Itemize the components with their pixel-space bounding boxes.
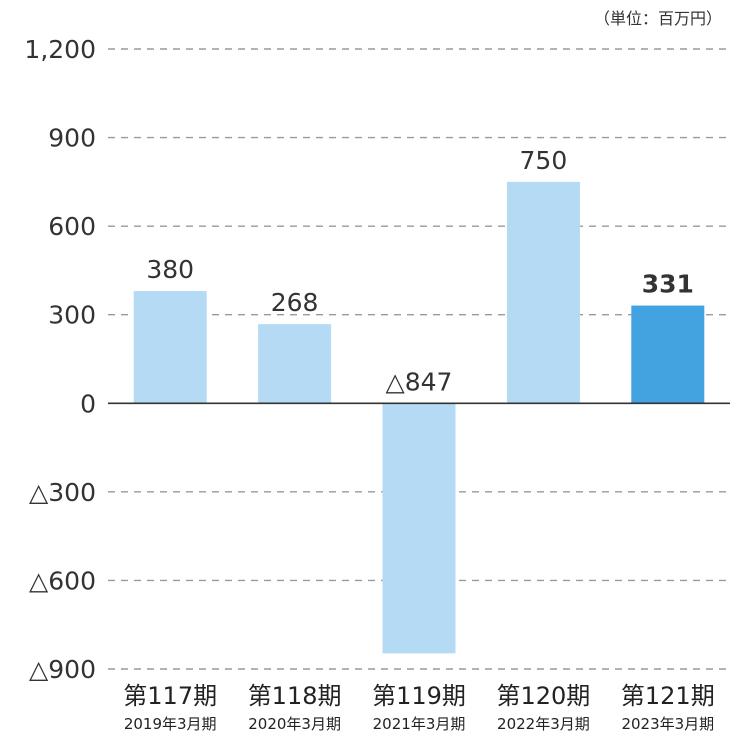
x-category-label: 第120期 [496,682,590,710]
x-category-label: 第118期 [248,682,342,710]
value-label: △847 [386,367,453,396]
y-tick-label: △600 [29,566,96,595]
y-tick-label: △300 [29,478,96,507]
bar [382,403,456,654]
x-sub-label: 2022年3月期 [497,715,590,733]
x-axis-labels: 第117期 2019年3月期 第118期 2020年3月期 第119期 2021年3月期 第… [123,682,714,733]
y-tick-label: 0 [80,389,96,418]
unit-note: （単位：百万円） [594,9,722,28]
bar [506,181,580,404]
x-sub-label: 2023年3月期 [621,715,714,733]
x-sub-label: 2021年3月期 [373,715,466,733]
y-tick-label: 1,200 [24,35,96,64]
bar [258,324,332,404]
x-category-label: 第121期 [621,682,715,710]
x-category-label: 第117期 [123,682,217,710]
value-label: 750 [520,146,568,175]
y-axis-labels: 1,200 900 600 300 0 △300 △600 △900 [24,35,96,684]
y-tick-label: △900 [29,655,96,684]
x-category-label: 第119期 [372,682,466,710]
value-label: 331 [642,270,694,299]
y-tick-label: 300 [48,301,96,330]
value-label: 268 [271,288,319,317]
x-sub-label: 2020年3月期 [248,715,341,733]
value-labels: 380 268 △847 750 331 [146,146,694,396]
x-sub-label: 2019年3月期 [124,715,217,733]
value-label: 380 [146,255,194,284]
bar [631,305,705,404]
bar [133,291,207,404]
y-tick-label: 900 [48,124,96,153]
bars [133,181,705,654]
y-tick-label: 600 [48,212,96,241]
